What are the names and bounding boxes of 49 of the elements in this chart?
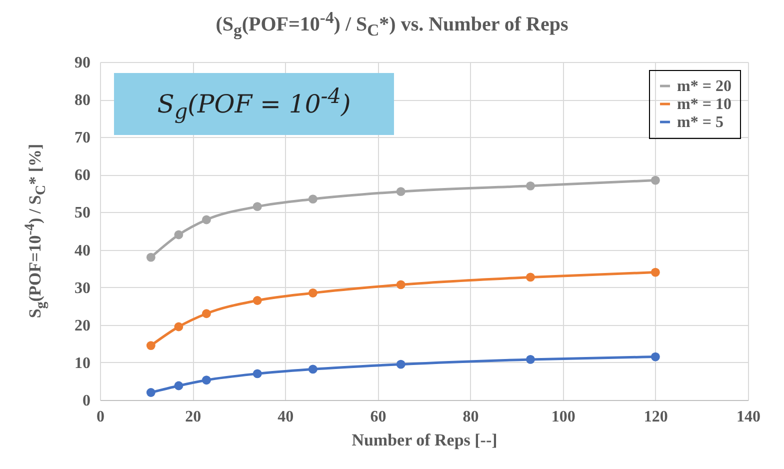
y-tick-label: 40 <box>74 242 90 260</box>
legend-label: m* = 10 <box>677 96 732 113</box>
point <box>146 388 156 397</box>
y-tick-label: 50 <box>74 204 90 222</box>
point <box>174 381 184 390</box>
point <box>252 202 262 212</box>
point <box>650 268 660 277</box>
point <box>308 364 318 374</box>
point <box>308 288 318 298</box>
chart-title: (S$_{g}$(POF=10$^{-4}$) / S$_{C}$*) vs. Number of Reps <box>214 8 570 41</box>
point <box>396 360 406 369</box>
point <box>146 341 156 350</box>
point <box>650 352 660 362</box>
x-axis-title: Number of Reps [--] <box>352 430 498 450</box>
annotation: S$_{g}$(POF = 10$^{-4}$) <box>157 84 351 124</box>
y-tick-label: 0 <box>82 392 90 410</box>
point <box>526 354 535 364</box>
point <box>526 272 535 282</box>
x-tick-label: 20 <box>185 408 202 426</box>
point <box>202 376 211 385</box>
x-tick-label: 80 <box>462 408 479 426</box>
y-tick-label: 90 <box>74 54 90 72</box>
point <box>202 215 211 224</box>
legend-label: m* = 20 <box>677 78 732 95</box>
x-tick-label: 120 <box>644 408 668 426</box>
y-tick-label: 30 <box>74 280 90 297</box>
point <box>146 252 156 262</box>
point <box>650 176 660 185</box>
x-tick-label: 0 <box>96 408 104 426</box>
point <box>396 280 406 290</box>
point <box>252 296 262 305</box>
formula-box: S$_{g}$(POF = 10$^{-4}$) <box>114 73 394 135</box>
x-tick-label: 100 <box>551 408 576 426</box>
y-tick-label: 10 <box>74 354 90 372</box>
point <box>202 309 211 318</box>
y-tick-label: 80 <box>74 92 90 110</box>
y-tick-label: 70 <box>74 130 90 147</box>
legend-label: m* = 5 <box>677 114 724 131</box>
x-tick-label: 140 <box>736 408 760 426</box>
point <box>252 369 262 378</box>
x-tick-label: 60 <box>370 408 386 426</box>
y-tick-label: 60 <box>74 167 90 184</box>
point <box>308 194 318 204</box>
point <box>174 322 184 332</box>
x-tick-label: 40 <box>278 408 294 426</box>
y-tick-label: 20 <box>74 317 90 334</box>
point <box>174 230 184 240</box>
point <box>396 187 406 196</box>
point <box>526 181 535 190</box>
